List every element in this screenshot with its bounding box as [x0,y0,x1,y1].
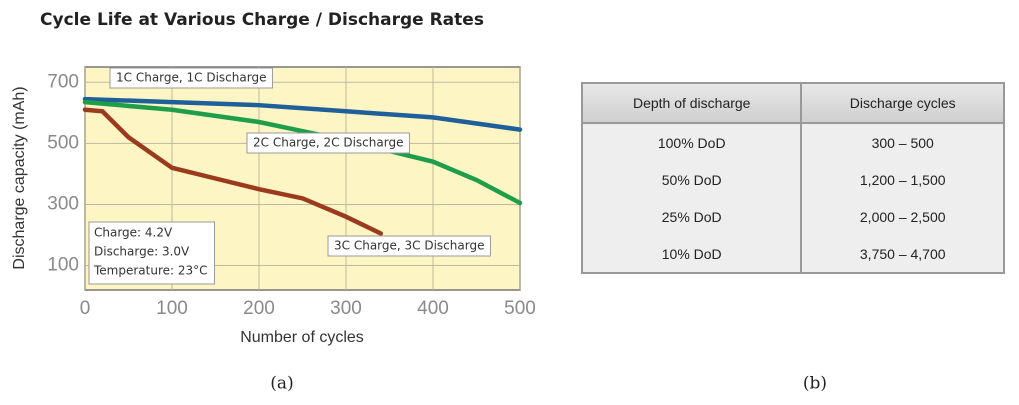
y-axis-label: Discharge capacity (mAh) [11,86,28,269]
label-box [246,132,410,154]
table-cell: 25% DoD [582,198,803,235]
table-cell: 2,000 – 2,500 [801,198,1004,235]
x-axis-label: Number of cycles [240,329,364,346]
label-text: 1C Charge, 1C Discharge [116,71,266,85]
annotation: Discharge: 3.0V [94,245,190,259]
label-text: 3C Charge, 3C Discharge [334,239,484,253]
series-label: 2C Charge, 2C Discharge [246,132,410,154]
y-tick-label: 700 [47,71,79,92]
header-cell: Depth of discharge [582,83,803,124]
caption: (b) [803,374,827,394]
table-row: 100% DoD 300 – 500 [582,123,1004,161]
table-cell: 1,200 – 1,500 [801,161,1004,198]
header-cell: Discharge cycles [801,83,1004,124]
table-body: 100% DoD 300 – 500 50% DoD 1,200 – 1,500 25%… [582,123,1004,273]
annotation-box [88,221,216,285]
annotation: Temperature: 23°C [93,264,208,278]
table-row: 10% DoD 3,750 – 4,700 [582,235,1004,273]
y-tick-label: 500 [47,132,79,153]
header-row: Depth of discharge Discharge cycles [582,83,1004,124]
table-cell: 100% DoD [582,123,803,161]
label-box [109,67,273,89]
x-tick-label: 0 [80,298,91,319]
series-line [82,107,384,236]
series-line [82,96,523,132]
series-label: 3C Charge, 3C Discharge [327,235,491,257]
y-tick-label: 100 [47,255,79,276]
table-cell: 3,750 – 4,700 [801,235,1004,273]
label-box [327,235,491,257]
conditions-box: Charge: 4.2V Discharge: 3.0V Temperature: … [88,221,216,285]
table: Depth of discharge Discharge cycles 100%… [581,82,1005,274]
table-cell: 300 – 500 [801,123,1004,161]
annotation: Charge: 4.2V [94,226,173,240]
label-text: 2C Charge, 2C Discharge [253,136,403,150]
x-tick-label: 500 [504,298,536,319]
x-tick-label: 100 [156,298,188,319]
x-tick-label: 400 [417,298,449,319]
caption: (a) [270,374,293,394]
table-row: 25% DoD 2,000 – 2,500 [582,198,1004,235]
x-tick-label: 200 [243,298,275,319]
chart-title: Cycle Life at Various Charge / Discharge… [40,10,484,30]
x-tick-label: 300 [330,298,362,319]
table-cell: 50% DoD [582,161,803,198]
series-label: 1C Charge, 1C Discharge [109,67,273,89]
table-row: 50% DoD 1,200 – 1,500 [582,161,1004,198]
y-tick-label: 300 [47,193,79,214]
table-cell: 10% DoD [582,235,803,273]
